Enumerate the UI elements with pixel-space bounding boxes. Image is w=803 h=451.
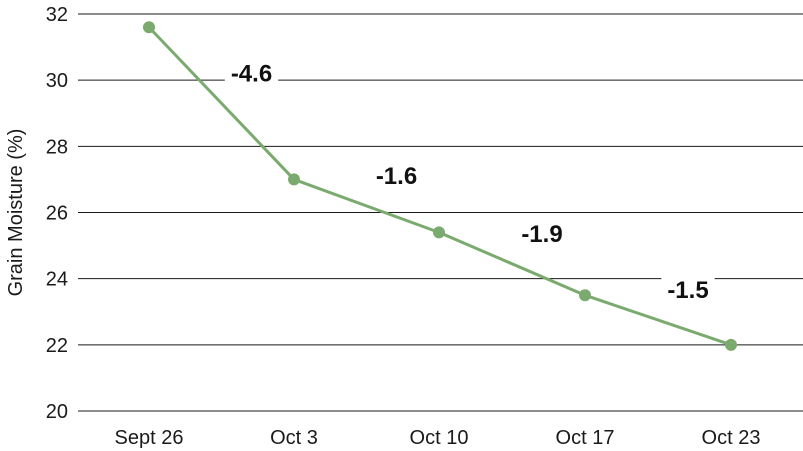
- x-tick-labels: Sept 26 Oct 3 Oct 10 Oct 17 Oct 23: [115, 427, 761, 449]
- y-tick-label: 28: [46, 136, 68, 158]
- data-point: [288, 173, 300, 186]
- y-tick-labels: 20 22 24 26 28 30 32: [46, 4, 68, 423]
- gridlines: [78, 13, 803, 412]
- x-tick-label: Oct 3: [270, 427, 318, 449]
- data-point: [143, 21, 155, 34]
- annotation-background: [224, 58, 279, 90]
- change-annotation: -1.9: [521, 221, 562, 248]
- y-tick-label: 26: [46, 203, 68, 225]
- y-tick-label: 22: [46, 335, 68, 357]
- change-annotation: -1.6: [376, 163, 417, 190]
- change-annotation: -1.5: [667, 277, 708, 304]
- x-tick-label: Oct 23: [702, 427, 761, 449]
- y-tick-label: 20: [46, 401, 68, 423]
- y-axis-label: Grain Moisture (%): [5, 129, 27, 297]
- x-tick-label: Oct 17: [556, 427, 615, 449]
- annotations: -4.6 -1.6 -1.9 -1.5: [224, 58, 715, 307]
- x-tick-label: Oct 10: [410, 427, 469, 449]
- annotation-background: [661, 275, 715, 307]
- y-tick-label: 32: [46, 4, 68, 26]
- data-point: [725, 338, 737, 351]
- data-point: [579, 289, 591, 302]
- annotation-background: [369, 160, 424, 192]
- y-tick-label: 24: [46, 269, 68, 291]
- series: [143, 21, 737, 351]
- x-tick-label: Sept 26: [115, 427, 184, 449]
- change-annotation: -4.6: [231, 60, 272, 87]
- annotation-background: [515, 218, 569, 250]
- data-point: [433, 226, 445, 239]
- y-tick-label: 30: [46, 70, 68, 92]
